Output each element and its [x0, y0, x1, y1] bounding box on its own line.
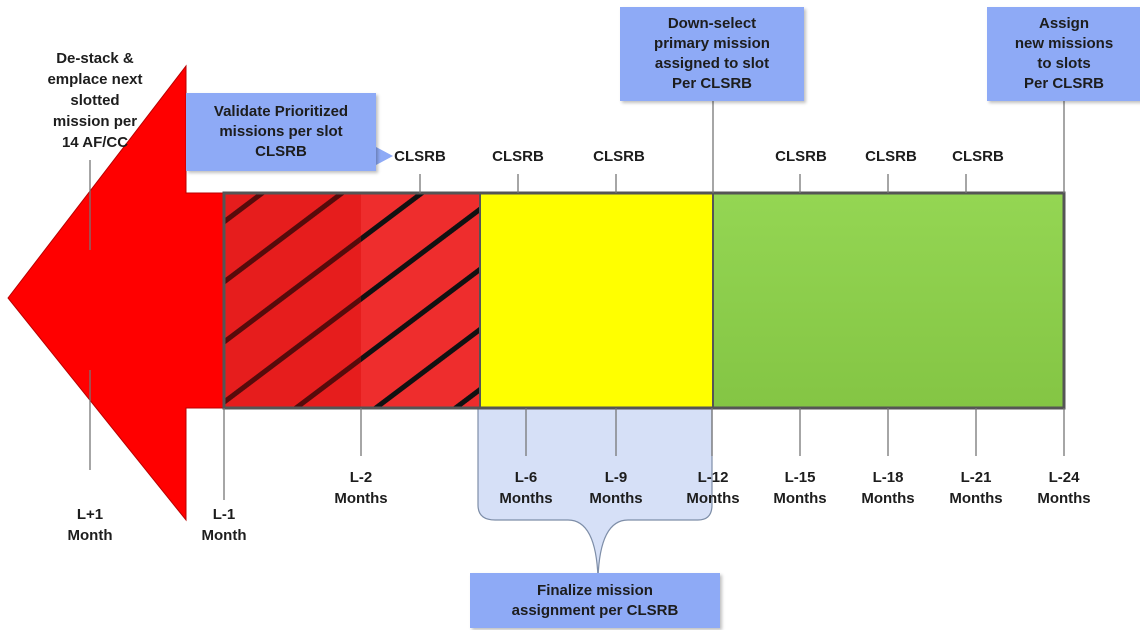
clsrb-marker: CLSRB — [865, 148, 917, 165]
timeline-bar-outline — [222, 191, 1066, 410]
milestone-label: L-1 Month — [201, 506, 247, 544]
milestone-label: L-18 Months — [861, 469, 915, 507]
milestone-label: L-9 Months — [589, 469, 643, 507]
hatched-segment — [224, 193, 480, 408]
milestone-label: L-2 Months — [334, 469, 388, 507]
milestone-label: L-6 Months — [499, 469, 553, 507]
top-ticks — [89, 100, 1065, 250]
bottom-ticks — [89, 370, 1065, 500]
milestone-label: L-21 Months — [949, 469, 1003, 507]
green-segment — [713, 193, 1064, 408]
clsrb-marker: CLSRB — [593, 148, 645, 165]
clsrb-marker: CLSRB — [952, 148, 1004, 165]
finalize-callout: Finalize mission assignment per CLSRB — [470, 573, 720, 628]
milestone-label: L-24 Months — [1037, 469, 1091, 507]
validate-callout: Validate Prioritized missions per slot C… — [186, 93, 376, 171]
validate-pointer-tip — [376, 147, 393, 165]
clsrb-marker: CLSRB — [492, 148, 544, 165]
destack-label: De-stack & emplace next slotted mission … — [47, 50, 143, 151]
down-select-callout: Down-select primary mission assigned to … — [620, 7, 804, 101]
clsrb-marker: CLSRB — [775, 148, 827, 165]
milestone-label: L+1 Month — [67, 506, 113, 544]
assign-callout: Assign new missions to slots Per CLSRB — [987, 7, 1140, 101]
yellow-segment — [480, 193, 713, 408]
milestone-label: L-12 Months — [686, 469, 740, 507]
clsrb-marker: CLSRB — [394, 148, 446, 165]
milestone-label: L-15 Months — [773, 469, 827, 507]
hatched-segment-dark-overlay — [224, 193, 361, 408]
